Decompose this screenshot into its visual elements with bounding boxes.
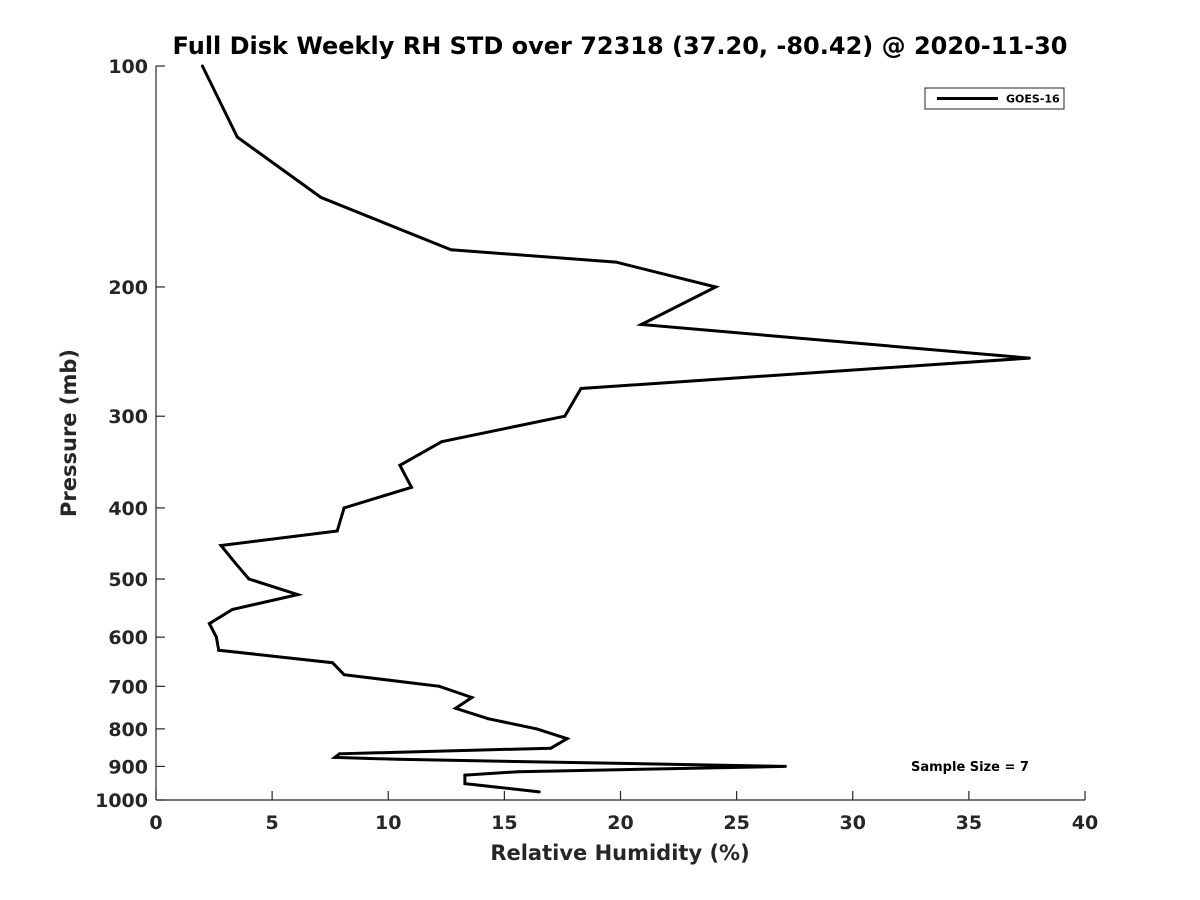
data-point [233, 561, 237, 565]
data-point [342, 673, 346, 677]
legend-label: GOES-16 [1006, 93, 1060, 106]
y-tick-label: 200 [108, 277, 148, 299]
data-point [463, 782, 467, 786]
data-point [454, 706, 458, 710]
data-point [247, 577, 251, 581]
x-axis-label: Relative Humidity (%) [490, 841, 749, 865]
data-point [319, 195, 323, 199]
data-point [639, 323, 643, 326]
data-point [231, 607, 235, 611]
data-point [333, 755, 337, 759]
data-point [449, 248, 453, 252]
y-tick-label: 900 [108, 756, 148, 778]
data-point [470, 696, 474, 699]
data-point [563, 414, 567, 418]
x-ticks: 0 5 10 15 20 25 30 35 40 [149, 791, 1098, 834]
y-tick-label: 300 [108, 406, 148, 428]
y-axis-label: Pressure (mb) [57, 349, 81, 517]
data-point [235, 135, 239, 139]
data-point [200, 64, 204, 68]
legend: GOES-16 [924, 87, 1065, 110]
y-tick-label: 1000 [95, 790, 148, 812]
data-point [516, 770, 520, 774]
x-tick-label: 5 [266, 812, 279, 834]
data-point [614, 260, 618, 264]
data-point [486, 717, 490, 721]
y-ticks: 100 200 300 400 500 600 700 800 900 1000 [95, 56, 165, 812]
data-point [783, 764, 787, 768]
x-tick-label: 20 [607, 812, 633, 834]
y-tick-label: 700 [108, 676, 148, 698]
data-point [440, 440, 444, 444]
data-point [437, 684, 441, 688]
data-point [535, 727, 539, 731]
data-point [549, 746, 553, 750]
data-point [537, 790, 541, 794]
data-point [296, 593, 300, 597]
x-tick-label: 35 [956, 812, 982, 834]
x-tick-label: 10 [375, 812, 401, 834]
data-point [463, 773, 467, 777]
data-point [579, 387, 583, 390]
series-line-goes-16 [201, 65, 1030, 794]
data-point [207, 622, 211, 626]
y-tick-label: 500 [108, 569, 148, 591]
data-point [565, 737, 569, 741]
y-tick-label: 100 [108, 56, 148, 78]
data-point [1027, 356, 1031, 360]
data-point [398, 463, 402, 467]
data-point [396, 757, 399, 761]
data-point [335, 529, 339, 533]
y-tick-label: 600 [108, 627, 148, 649]
chart-title: Full Disk Weekly RH STD over 72318 (37.2… [173, 32, 1068, 60]
x-tick-label: 15 [491, 812, 517, 834]
data-point [338, 752, 341, 756]
y-tick-label: 800 [108, 719, 148, 741]
data-point [410, 485, 413, 489]
data-point [214, 635, 218, 639]
data-point [714, 285, 718, 289]
x-tick-label: 0 [149, 812, 162, 834]
data-point [219, 544, 223, 547]
data-point [331, 661, 334, 665]
data-point [342, 506, 346, 510]
x-tick-label: 30 [840, 812, 866, 834]
x-tick-label: 40 [1072, 812, 1098, 834]
sample-size-annotation: Sample Size = 7 [911, 760, 1029, 775]
data-point [217, 648, 221, 652]
y-tick-label: 400 [108, 498, 148, 520]
x-tick-label: 25 [723, 812, 749, 834]
series-points [200, 64, 1031, 794]
